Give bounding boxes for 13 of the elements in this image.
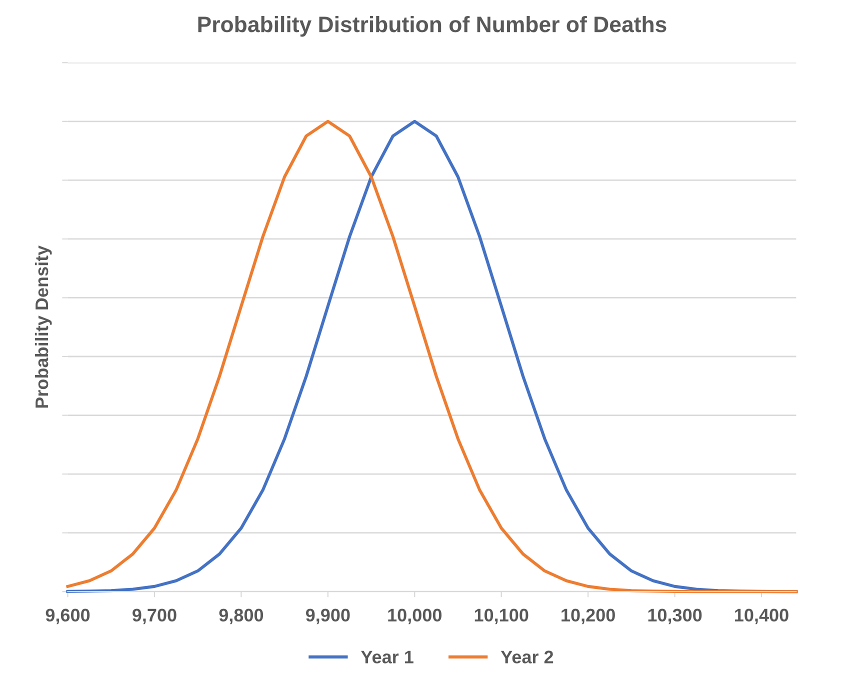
y-axis-title: Probability Density	[34, 245, 52, 408]
x-tick-label: 9,800	[219, 608, 264, 624]
legend-label: Year 2	[500, 650, 554, 664]
x-tick-label: 9,700	[132, 608, 176, 624]
x-tick-label: 10,400	[735, 608, 788, 624]
chart-title: Probability Distribution of Number of Deaths	[198, 16, 666, 37]
x-tick-label: 10,200	[562, 608, 615, 624]
x-tick-label: 10,300	[648, 608, 702, 624]
x-tick-label: 10,000	[388, 608, 442, 624]
x-tick-label: 10,100	[474, 608, 528, 624]
legend-label: Year 1	[361, 650, 414, 664]
x-tick-label: 9,900	[306, 608, 350, 624]
x-tick-label: 9,600	[46, 608, 90, 624]
